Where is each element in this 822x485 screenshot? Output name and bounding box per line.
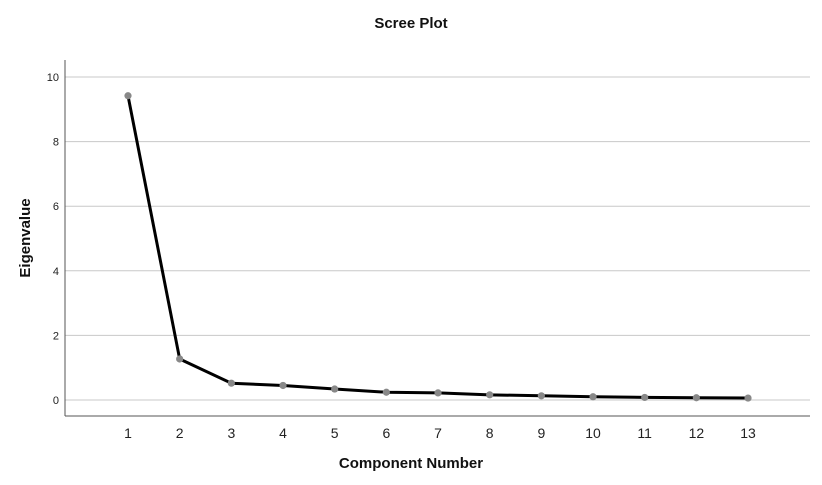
x-axis-label: Component Number: [339, 455, 483, 472]
y-tick-label-0: 0: [53, 395, 59, 407]
data-point-12: [692, 394, 700, 402]
y-tick-label-4: 4: [53, 266, 59, 278]
x-tick-label-9: 9: [537, 425, 545, 441]
series-line-group: [126, 94, 750, 400]
y-tick-labels: 0 2 4 6 8 10: [47, 72, 59, 407]
x-tick-label-2: 2: [176, 425, 184, 441]
y-axis-label: Eigenvalue: [17, 198, 34, 277]
series-line-0: [126, 94, 750, 400]
x-tick-label-3: 3: [227, 425, 235, 441]
data-point-1: [124, 92, 132, 100]
y-tick-label-10: 10: [47, 72, 59, 84]
x-tick-label-12: 12: [689, 425, 705, 441]
data-point-3: [227, 379, 235, 387]
data-point-9: [537, 392, 545, 400]
data-point-6: [382, 388, 390, 396]
data-point-13: [744, 394, 752, 402]
x-tick-label-11: 11: [637, 425, 652, 441]
data-point-10: [589, 393, 597, 401]
x-tick-label-7: 7: [434, 425, 442, 441]
x-tick-label-10: 10: [585, 425, 601, 441]
data-point-7: [434, 389, 442, 397]
x-tick-label-5: 5: [331, 425, 339, 441]
x-tick-label-1: 1: [124, 425, 132, 441]
data-points: [124, 92, 752, 402]
y-tick-label-8: 8: [53, 137, 59, 149]
x-tick-label-8: 8: [486, 425, 494, 441]
data-point-5: [331, 385, 339, 393]
gridlines: [65, 76, 810, 401]
x-tick-label-13: 13: [740, 425, 756, 441]
y-tick-label-6: 6: [53, 201, 59, 213]
x-tick-labels: 1 2 3 4 5 6 7 8 9 10 11 12 13: [124, 425, 756, 441]
data-point-2: [176, 355, 184, 363]
chart-title: Scree Plot: [374, 15, 447, 32]
x-tick-label-4: 4: [279, 425, 287, 441]
data-point-11: [641, 393, 649, 402]
data-point-8: [486, 391, 494, 399]
x-tick-label-6: 6: [382, 425, 390, 441]
data-point-4: [279, 381, 287, 390]
y-tick-label-2: 2: [53, 330, 59, 342]
axes: [64, 60, 810, 417]
